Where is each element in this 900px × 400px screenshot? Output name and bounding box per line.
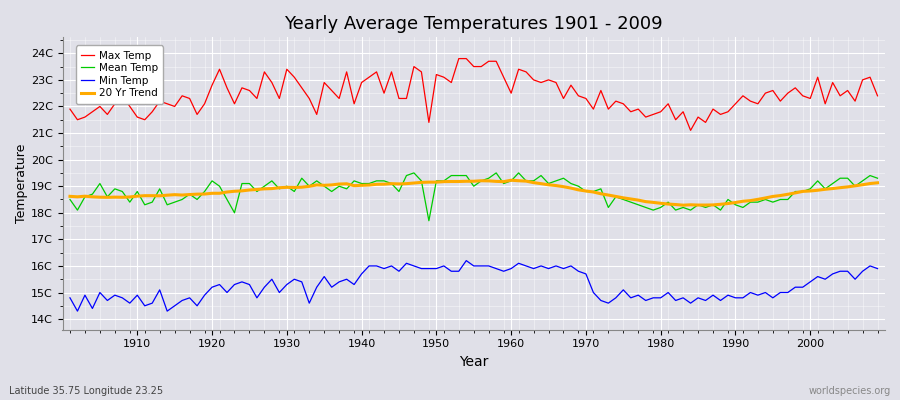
- Y-axis label: Temperature: Temperature: [15, 144, 28, 223]
- 20 Yr Trend: [65, 194, 76, 199]
- Mean Temp: [610, 194, 621, 199]
- Mean Temp: [513, 170, 524, 175]
- Max Temp: [65, 107, 76, 112]
- 20 Yr Trend: [289, 185, 300, 190]
- Mean Temp: [872, 176, 883, 181]
- Max Temp: [872, 94, 883, 98]
- Max Temp: [506, 91, 517, 96]
- Min Temp: [341, 277, 352, 282]
- Max Temp: [289, 75, 300, 80]
- Mean Temp: [334, 184, 345, 188]
- Mean Temp: [521, 178, 532, 183]
- Min Temp: [132, 293, 143, 298]
- Legend: Max Temp, Mean Temp, Min Temp, 20 Yr Trend: Max Temp, Mean Temp, Min Temp, 20 Yr Tre…: [76, 46, 163, 104]
- 20 Yr Trend: [513, 178, 524, 183]
- Min Temp: [296, 280, 307, 284]
- 20 Yr Trend: [603, 193, 614, 198]
- Min Temp: [461, 258, 472, 263]
- Max Temp: [124, 104, 135, 109]
- 20 Yr Trend: [678, 203, 688, 208]
- Max Temp: [513, 67, 524, 72]
- Mean Temp: [409, 170, 419, 175]
- 20 Yr Trend: [872, 180, 883, 185]
- Line: 20 Yr Trend: 20 Yr Trend: [70, 180, 878, 205]
- Min Temp: [65, 296, 76, 300]
- Text: Latitude 35.75 Longitude 23.25: Latitude 35.75 Longitude 23.25: [9, 386, 163, 396]
- 20 Yr Trend: [124, 194, 135, 199]
- Text: worldspecies.org: worldspecies.org: [809, 386, 891, 396]
- X-axis label: Year: Year: [459, 355, 489, 369]
- Max Temp: [685, 128, 696, 133]
- Max Temp: [603, 107, 614, 112]
- 20 Yr Trend: [506, 178, 517, 183]
- Min Temp: [521, 264, 532, 268]
- Max Temp: [334, 96, 345, 101]
- Min Temp: [72, 309, 83, 314]
- Line: Mean Temp: Mean Temp: [70, 173, 878, 221]
- 20 Yr Trend: [499, 179, 509, 184]
- Mean Temp: [65, 197, 76, 202]
- Line: Min Temp: Min Temp: [70, 261, 878, 311]
- Title: Yearly Average Temperatures 1901 - 2009: Yearly Average Temperatures 1901 - 2009: [284, 15, 663, 33]
- Mean Temp: [424, 218, 435, 223]
- Mean Temp: [289, 189, 300, 194]
- Max Temp: [454, 56, 464, 61]
- Mean Temp: [124, 200, 135, 204]
- 20 Yr Trend: [334, 182, 345, 186]
- Line: Max Temp: Max Temp: [70, 58, 878, 130]
- Min Temp: [513, 261, 524, 266]
- Min Temp: [872, 266, 883, 271]
- Min Temp: [610, 296, 621, 300]
